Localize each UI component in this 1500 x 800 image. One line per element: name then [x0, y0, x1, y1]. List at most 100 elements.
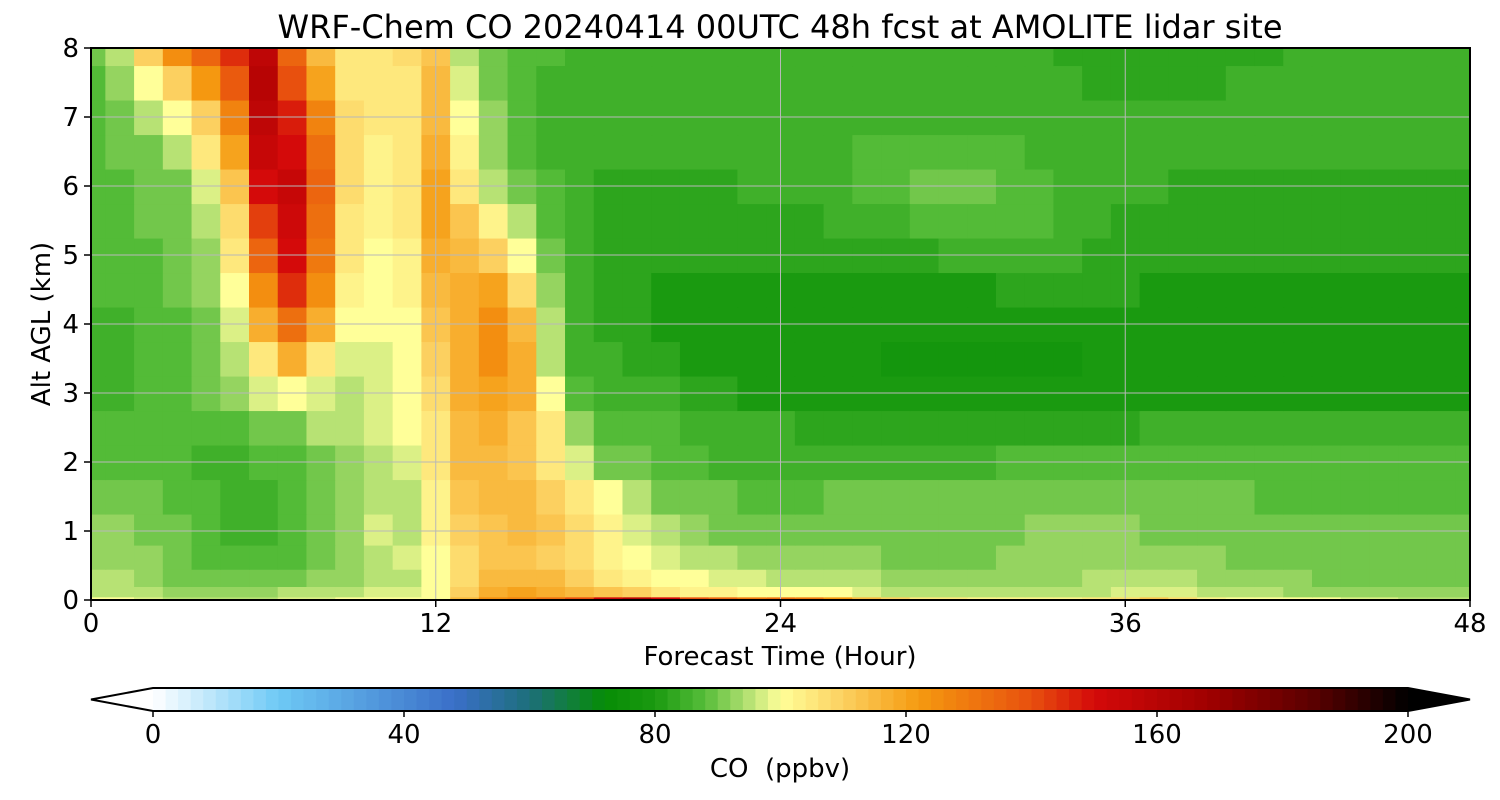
field-cell — [191, 272, 222, 308]
field-cell — [1197, 203, 1227, 239]
colorbar-segment — [429, 688, 443, 711]
field-cell — [1053, 544, 1083, 570]
field-cell — [1024, 272, 1055, 308]
field-cell — [536, 513, 566, 546]
field-cell — [938, 65, 969, 101]
field-cell — [249, 544, 279, 570]
x-tick-label: 36 — [1109, 609, 1142, 639]
field-cell — [1225, 479, 1256, 515]
field-cell — [622, 544, 653, 570]
field-cell — [191, 48, 222, 67]
field-cell — [995, 513, 1026, 546]
field-cell — [162, 544, 193, 570]
field-cell — [536, 203, 566, 239]
field-cell — [478, 513, 509, 546]
field-cell — [1082, 568, 1112, 587]
field-cell — [220, 586, 250, 598]
field-cell — [1139, 586, 1170, 598]
field-cell — [91, 568, 107, 587]
field-cell — [708, 65, 739, 101]
field-cell — [1311, 341, 1342, 377]
field-cell — [1369, 513, 1399, 546]
field-cell — [708, 203, 739, 239]
field-cell — [277, 479, 308, 515]
field-cell — [1024, 134, 1055, 170]
field-cell — [881, 48, 911, 67]
field-cell — [938, 513, 969, 546]
field-cell — [277, 586, 308, 598]
colorbar-segment — [918, 688, 932, 711]
field-cell — [249, 65, 279, 101]
colorbar-segment — [391, 688, 405, 711]
field-cell — [565, 596, 595, 600]
field-cell — [967, 568, 997, 587]
field-cell — [450, 479, 480, 515]
field-cell — [881, 568, 911, 587]
x-tick-label: 24 — [764, 609, 797, 639]
field-cell — [995, 272, 1026, 308]
field-cell — [1340, 65, 1371, 101]
field-cell — [1053, 48, 1083, 67]
field-cell — [1168, 203, 1198, 239]
field-cell — [622, 48, 653, 67]
colorbar-segment — [1345, 688, 1359, 711]
field-cell — [1455, 272, 1470, 308]
field-cell — [1225, 513, 1256, 546]
field-cell — [737, 410, 767, 446]
field-cell — [909, 272, 940, 308]
colorbar-segment — [981, 688, 995, 711]
field-cell — [679, 410, 710, 446]
field-cell — [1024, 544, 1055, 570]
field-cell — [1254, 568, 1285, 587]
colorbar-segment — [1182, 688, 1196, 711]
field-cell — [967, 48, 997, 67]
field-cell — [593, 65, 624, 101]
colorbar-segment — [153, 688, 167, 711]
colorbar-segment — [1332, 688, 1346, 711]
colorbar-segment — [1106, 688, 1120, 711]
field-cell — [1168, 410, 1198, 446]
field-cell — [134, 513, 164, 546]
field-cell — [995, 341, 1026, 377]
field-cell — [823, 410, 854, 446]
field-cell — [363, 479, 394, 515]
field-cell — [1398, 48, 1428, 67]
field-cell — [651, 479, 681, 515]
field-cell — [737, 203, 767, 239]
colorbar-segment — [1006, 688, 1020, 711]
field-cell — [450, 513, 480, 546]
field-cell — [1024, 596, 1055, 600]
field-cell — [1340, 586, 1371, 598]
field-cell — [507, 203, 538, 239]
field-cell — [967, 134, 997, 170]
field-cell — [1311, 272, 1342, 308]
field-cell — [335, 272, 365, 308]
field-cell — [1340, 513, 1371, 546]
field-cell — [335, 596, 365, 600]
field-cell — [478, 568, 509, 587]
field-cell — [1139, 272, 1170, 308]
field-cell — [536, 134, 566, 170]
field-cell — [1340, 48, 1371, 67]
field-cell — [1311, 596, 1342, 600]
field-cell — [1168, 272, 1198, 308]
colorbar-segment — [592, 688, 606, 711]
field-cell — [450, 134, 480, 170]
field-cell — [1053, 272, 1083, 308]
field-cell — [622, 596, 653, 600]
colorbar-segment — [353, 688, 367, 711]
colorbar-segment — [1081, 688, 1095, 711]
colorbar-segment — [1382, 688, 1397, 711]
field-cell — [536, 410, 566, 446]
field-cell — [306, 479, 336, 515]
field-cell — [220, 134, 250, 170]
field-cell — [1053, 203, 1083, 239]
colorbar-segment — [893, 688, 907, 711]
field-cell — [1398, 544, 1428, 570]
field-cell — [794, 544, 825, 570]
field-cell — [1426, 272, 1457, 308]
field-cell — [1254, 586, 1285, 598]
field-cell — [220, 272, 250, 308]
field-cell — [277, 410, 308, 446]
field-cell — [708, 479, 739, 515]
